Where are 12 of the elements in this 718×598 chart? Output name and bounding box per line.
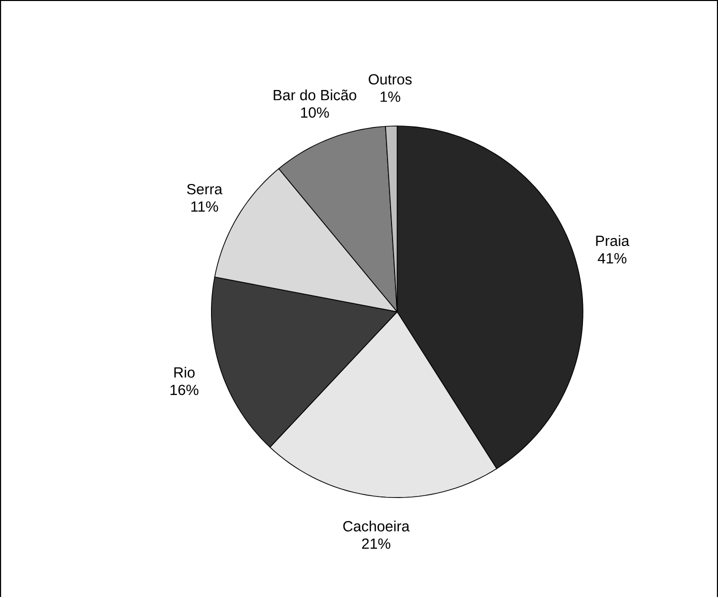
- data-label: 41%: [598, 253, 626, 264]
- slice-label: Rio: [174, 367, 195, 378]
- data-label: 16%: [170, 384, 198, 396]
- data-label: 10%: [301, 108, 329, 118]
- data-label: 1%: [380, 92, 400, 102]
- slice-label: Serra: [187, 184, 222, 195]
- slice-label: Praia: [596, 235, 630, 246]
- data-label: 11%: [191, 202, 218, 212]
- slice-label: Cachoeira: [343, 520, 410, 532]
- slice-label: Outros: [368, 74, 412, 85]
- slice-label: Bar do Bicão: [274, 90, 356, 101]
- data-label: 21%: [362, 538, 390, 550]
